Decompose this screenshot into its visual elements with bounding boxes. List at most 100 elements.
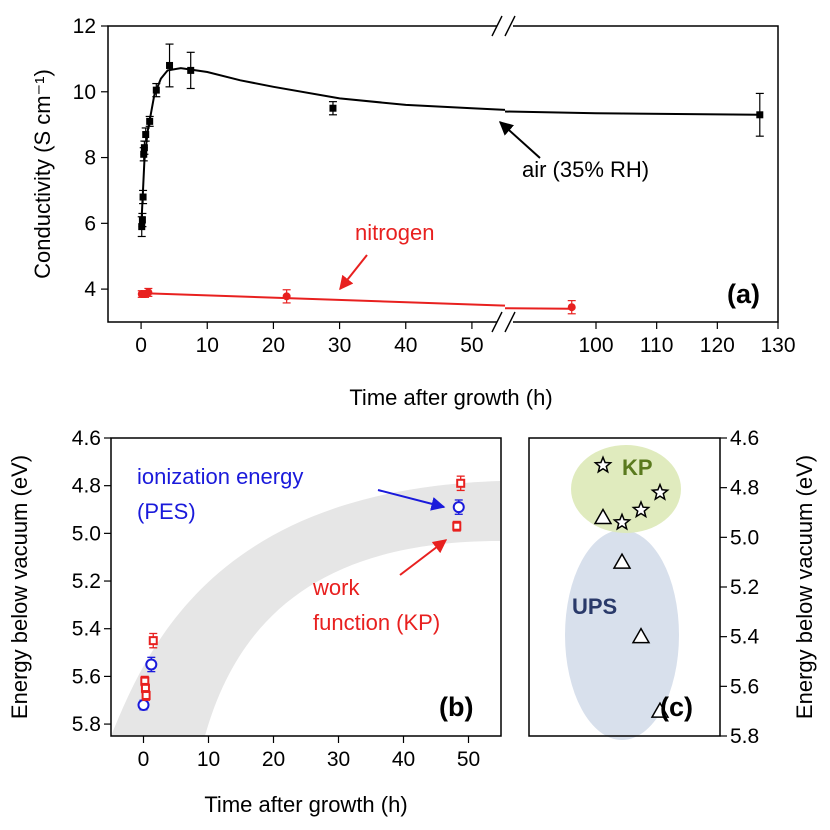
- air-data-point: [138, 216, 146, 224]
- panel-a-x-tick-label: 110: [640, 334, 673, 357]
- panel-c-data-points: [593, 455, 670, 718]
- ionization-energy-point: [452, 501, 465, 514]
- panel-a-x-tick-label: 120: [700, 334, 735, 357]
- panel-a-frame: [107, 25, 779, 323]
- panel-a-x-tick-label: 30: [328, 334, 351, 357]
- panel-b-y-tick-label: 5.0: [72, 522, 101, 545]
- annotation-work-function-arrow: [399, 539, 448, 576]
- panel-b-y-tick-label: 5.8: [72, 713, 101, 736]
- panel-c-ticks: 4.6 4.8 5.0 5.2 5.4 5.6 5.8: [720, 427, 760, 748]
- ups-region: [565, 530, 679, 740]
- panel-a-fit-lines: [140, 67, 760, 310]
- panel-a-conductivity-chart: 0 10 20 30 40 50 100 110 120 130 4 6 8 10 12 Time afte…: [30, 14, 796, 410]
- air-data-point: [329, 104, 337, 112]
- air-data-point: [152, 86, 160, 94]
- annotation-ionization-energy: ionization energy: [137, 464, 303, 489]
- ups-triangle-point: [593, 507, 613, 525]
- panel-a-y-tick-label: 10: [73, 81, 96, 104]
- panel-c-y-axis-label: Energy below vacuum (eV): [792, 455, 817, 719]
- panel-a-fit-line-nitrogen: [504, 307, 572, 310]
- panel-a-fit-line-air: [140, 67, 506, 230]
- air-data-point: [139, 193, 147, 201]
- ionization-energy-point: [145, 658, 158, 671]
- work-function-point: [148, 636, 158, 646]
- panel-a-y-tick-label: 12: [73, 15, 96, 38]
- panel-a-data-points: [137, 43, 764, 315]
- panel-c-frame: [528, 437, 721, 737]
- annotation-nitrogen: nitrogen: [355, 220, 435, 245]
- nitrogen-data-point: [282, 292, 291, 301]
- work-function-point: [456, 478, 466, 488]
- panel-b-x-tick-label: 20: [262, 748, 285, 771]
- panel-b-label: (b): [439, 692, 473, 722]
- kp-star-point: [593, 455, 613, 474]
- panel-a-y-tick-label: 4: [84, 278, 96, 301]
- panel-a-x-tick-label: 20: [262, 334, 285, 357]
- panel-c-y-tick-label: 5.6: [730, 675, 759, 698]
- air-data-point: [140, 144, 148, 152]
- nitrogen-data-point: [144, 288, 153, 297]
- air-data-point: [187, 66, 195, 74]
- panel-a-x-tick-label: 100: [578, 334, 613, 357]
- panel-a-x-tick-label: 0: [135, 334, 147, 357]
- panel-b-data-points: [137, 475, 466, 712]
- panel-c-y-tick-label: 5.4: [730, 626, 760, 649]
- annotation-air: air (35% RH): [522, 157, 649, 182]
- air-data-point: [146, 117, 154, 125]
- air-data-point: [756, 111, 764, 119]
- annotation-work-function-kp: function (KP): [313, 610, 440, 635]
- air-data-point: [166, 61, 174, 69]
- panel-a-label: (a): [727, 279, 760, 309]
- panel-a-x-tick-label: 130: [760, 334, 795, 357]
- panel-b-y-axis-label: Energy below vacuum (eV): [7, 455, 32, 719]
- air-data-point: [142, 131, 150, 139]
- kp-star-point: [631, 499, 651, 519]
- kp-region: [571, 445, 681, 533]
- annotation-nitrogen-arrow: [339, 254, 368, 291]
- panel-b-y-tick-label: 5.6: [72, 665, 101, 688]
- panel-a-fit-line-air: [504, 110, 760, 116]
- panel-b-energy-chart: 0 10 20 30 40 50 4.6 4.8 5.0 5.2 5.4 5.6 5.8 Time af…: [7, 427, 502, 817]
- panel-c-y-tick-label: 5.0: [730, 526, 759, 549]
- panel-b-x-tick-label: 30: [327, 748, 350, 771]
- panel-b-trend-band: [111, 481, 500, 736]
- panel-b-y-tick-label: 4.8: [72, 475, 101, 498]
- panel-b-x-tick-label: 50: [457, 748, 480, 771]
- panel-c-label: (c): [660, 692, 693, 722]
- panel-b-x-tick-label: 10: [197, 748, 220, 771]
- kp-star-point: [650, 482, 670, 501]
- panel-a-y-axis-label: Conductivity (S cm⁻¹): [30, 69, 55, 279]
- panel-b-ticks: 0 10 20 30 40 50 4.6 4.8 5.0 5.2 5.4 5.6 5.8: [72, 427, 480, 771]
- ionization-energy-point: [137, 699, 150, 712]
- panel-c-y-tick-label: 4.8: [730, 477, 759, 500]
- annotation-air-arrow: [498, 121, 541, 159]
- nitrogen-data-point: [567, 303, 576, 312]
- panel-a-x-tick-label: 50: [460, 334, 483, 357]
- panel-b-x-axis-label: Time after growth (h): [204, 792, 407, 817]
- panel-a-fit-line-nitrogen: [141, 292, 506, 307]
- panel-a-x-tick-label: 10: [196, 334, 219, 357]
- panel-a-y-tick-label: 6: [84, 212, 96, 235]
- work-function-point: [452, 521, 462, 531]
- panel-c-y-tick-label: 4.6: [730, 427, 759, 450]
- panel-b-frame: [110, 437, 502, 737]
- work-function-point: [141, 690, 151, 700]
- kp-star-point: [612, 512, 632, 531]
- panel-a-x-tick-label: 40: [394, 334, 417, 357]
- panel-b-x-tick-label: 40: [392, 748, 415, 771]
- ups-triangle-point: [650, 701, 670, 718]
- panel-a-ticks: 0 10 20 30 40 50 100 110 120 130 4 6 8 10 12: [73, 15, 796, 357]
- annotation-pes: (PES): [137, 499, 196, 524]
- panel-c-y-tick-label: 5.8: [730, 725, 759, 748]
- ups-triangle-point: [612, 552, 632, 569]
- panel-a-x-axis-label: Time after growth (h): [349, 385, 552, 410]
- ups-label: UPS: [572, 594, 617, 619]
- panel-a-axis-break: [491, 14, 516, 334]
- kp-label: KP: [622, 455, 653, 480]
- annotation-ionization-arrow: [377, 489, 446, 511]
- panel-a-y-tick-label: 8: [84, 147, 96, 170]
- panel-c-y-tick-label: 5.2: [730, 576, 759, 599]
- panel-b-y-tick-label: 5.2: [72, 570, 101, 593]
- ups-triangle-point: [631, 627, 651, 644]
